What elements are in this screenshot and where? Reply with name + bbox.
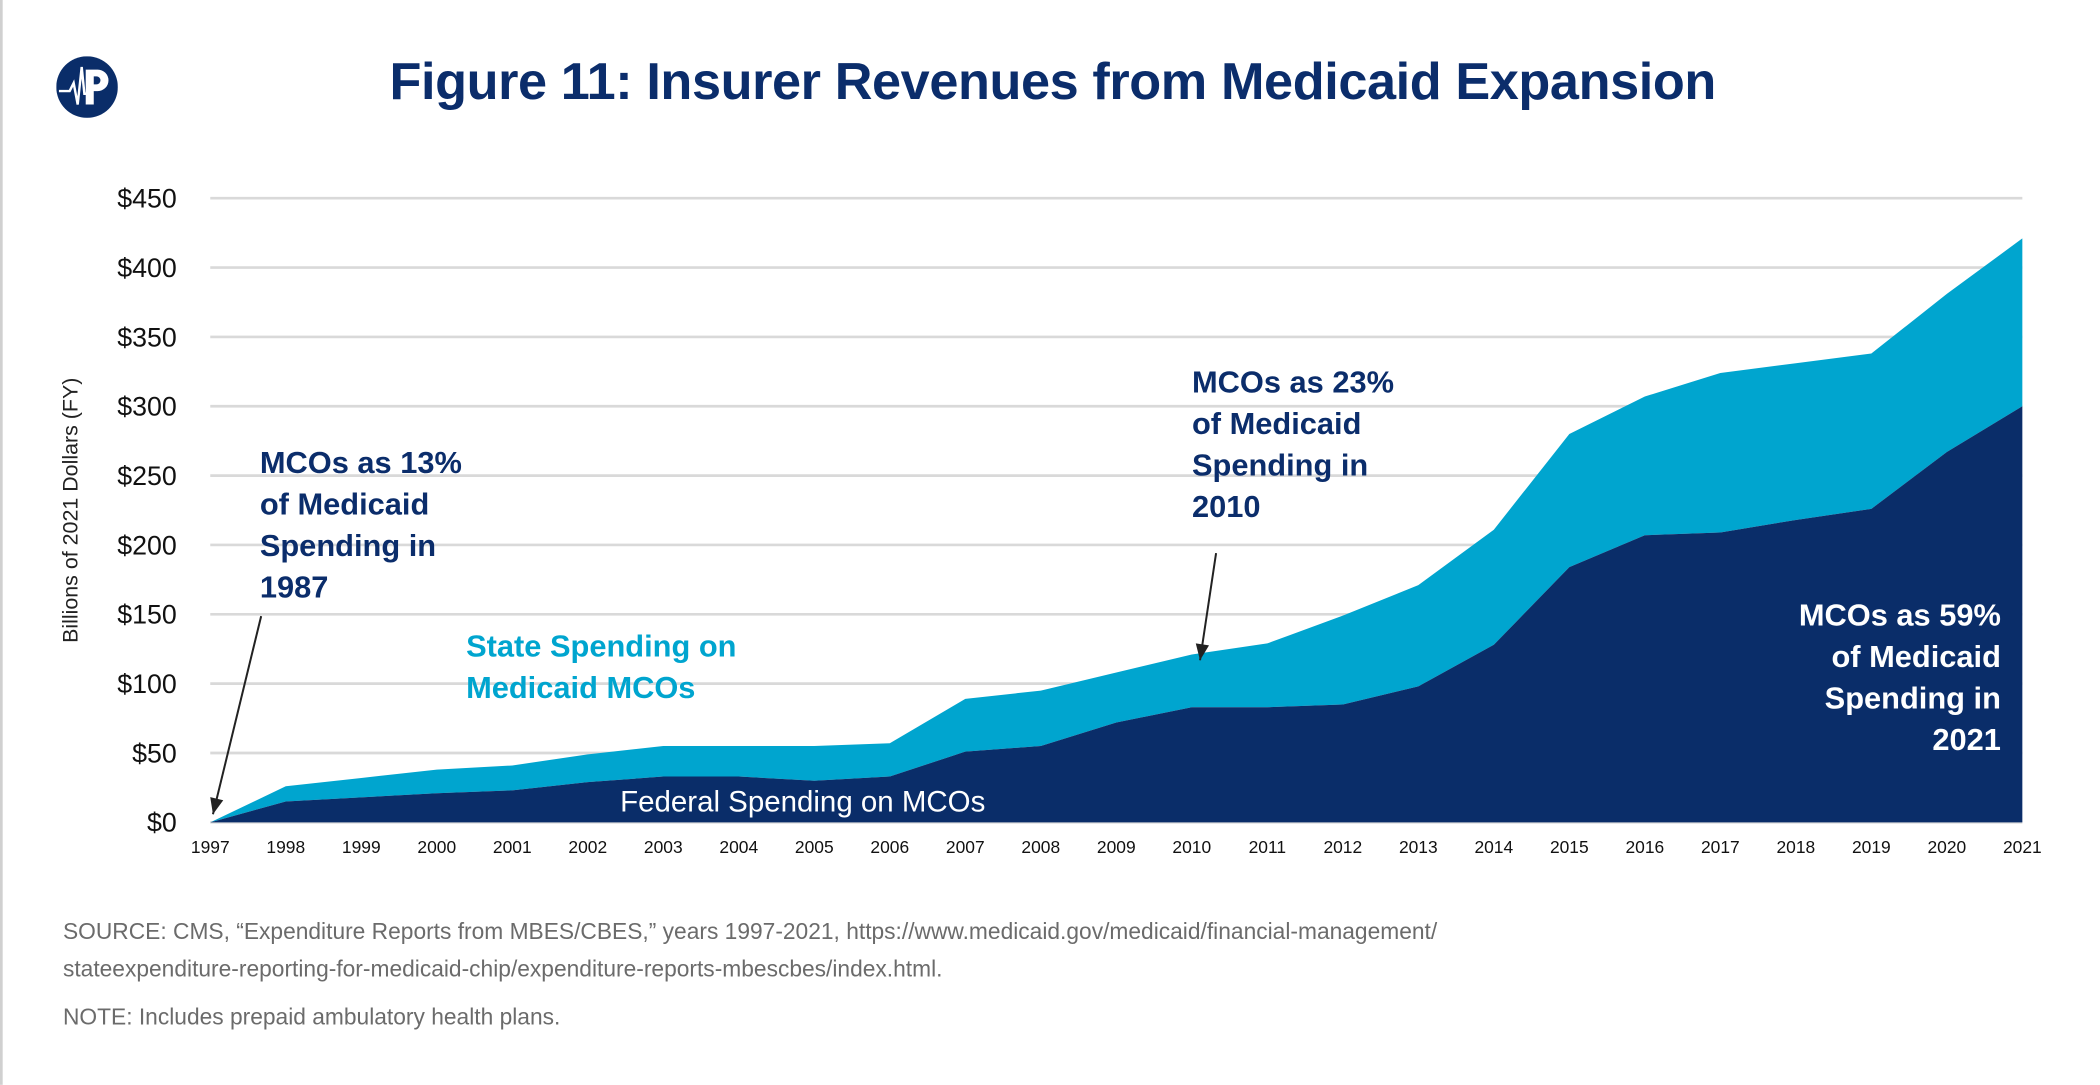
source-line: stateexpenditure-reporting-for-medicaid-…: [62, 956, 943, 982]
x-tick-label: 2010: [1172, 837, 1211, 857]
federal-series-label: Federal Spending on MCOs: [620, 784, 986, 819]
x-tick-label: 2006: [870, 837, 909, 857]
x-tick-label: 2009: [1097, 837, 1136, 857]
x-tick-label: 2002: [568, 837, 607, 857]
annotation-line: MCOs as 23%: [1191, 364, 1395, 400]
state-series-label: State Spending on Medicaid MCOs: [466, 625, 736, 708]
x-tick-label: 2000: [417, 837, 456, 857]
state-spending-area: [210, 238, 2023, 823]
arrow-2010: [1199, 552, 1218, 661]
annotation-line: MCOs as 59%: [1798, 597, 2001, 633]
x-tick-label: 2017: [1701, 837, 1740, 857]
x-tick-label: 2001: [493, 837, 532, 857]
x-tick-label: 2015: [1550, 837, 1589, 857]
y-tick-label: $350: [117, 322, 177, 352]
source-line: SOURCE: CMS, “Expenditure Reports from M…: [62, 918, 1438, 945]
x-tick-label: 1999: [342, 837, 381, 857]
source-text: SOURCE: CMS, “Expenditure Reports from M…: [63, 913, 1437, 988]
x-tick-label: 2005: [795, 837, 834, 857]
annotation-line: 2021: [1932, 721, 2001, 757]
area-chart: $0 $50 $100 $150 $200 $250 $300 $350 $400 $450 199…: [59, 184, 2042, 858]
annotation-1987: MCOs as 13% of Medicaid Spending in 1987: [260, 442, 462, 608]
arrow-2010-head: [1195, 643, 1210, 661]
annotation-line: of Medicaid: [1831, 638, 2001, 674]
x-tick-label: 2008: [1021, 837, 1060, 857]
chart-title: Figure 11: Insurer Revenues from Medicai…: [389, 53, 1717, 112]
x-tick-label: 2019: [1852, 837, 1891, 857]
y-tick-label: $150: [117, 600, 177, 630]
annotation-line: Spending in: [1824, 680, 2001, 716]
y-tick-label: $300: [117, 392, 177, 422]
x-tick-label: 2021: [2003, 837, 2042, 857]
x-tick-label: 2014: [1474, 837, 1513, 857]
arrow-1987-head: [210, 797, 224, 815]
annotation-line: 1987: [259, 569, 329, 605]
x-tick-label: 1997: [191, 837, 230, 857]
annotation-line: of Medicaid: [259, 486, 430, 521]
note-text: NOTE: Includes prepaid ambulatory health…: [62, 1004, 561, 1030]
x-tick-label: 2007: [946, 837, 985, 857]
y-tick-label: $100: [117, 669, 177, 699]
x-tick-label: 2011: [1249, 837, 1286, 857]
arrow-1987: [211, 615, 263, 815]
annotation-2010: MCOs as 23% of Medicaid Spending in 2010: [1192, 362, 1394, 528]
y-tick-label: $0: [147, 808, 177, 838]
x-tick-label: 2012: [1323, 837, 1362, 857]
series-label-line: Medicaid MCOs: [466, 669, 696, 705]
x-tick-label: 2016: [1625, 837, 1664, 857]
y-tick-label: $400: [117, 253, 177, 283]
y-tick-label: $450: [117, 184, 177, 214]
y-tick-label: $200: [117, 530, 177, 560]
annotation-line: Spending in: [259, 527, 437, 563]
y-axis-label: Billions of 2021 Dollars (FY): [59, 378, 83, 643]
logo-icon: [56, 56, 118, 118]
y-tick-label: $250: [117, 461, 177, 491]
x-tick-label: 2020: [1927, 837, 1966, 857]
federal-spending-area: [210, 406, 2023, 823]
series-label-line: State Spending on: [466, 628, 737, 663]
annotation-2021: MCOs as 59% of Medicaid Spending in 2021: [1799, 595, 2001, 761]
y-tick-label: $50: [132, 738, 177, 768]
annotation-line: MCOs as 13%: [259, 444, 462, 480]
x-tick-label: 2018: [1776, 837, 1815, 857]
annotation-line: of Medicaid: [1191, 405, 1362, 441]
x-tick-label: 2003: [644, 837, 683, 857]
x-tick-label: 1998: [266, 837, 305, 857]
x-tick-label: 2004: [719, 837, 758, 857]
x-tick-label: 2013: [1399, 837, 1438, 857]
annotation-line: 2010: [1191, 488, 1261, 524]
annotation-line: Spending in: [1191, 447, 1369, 483]
